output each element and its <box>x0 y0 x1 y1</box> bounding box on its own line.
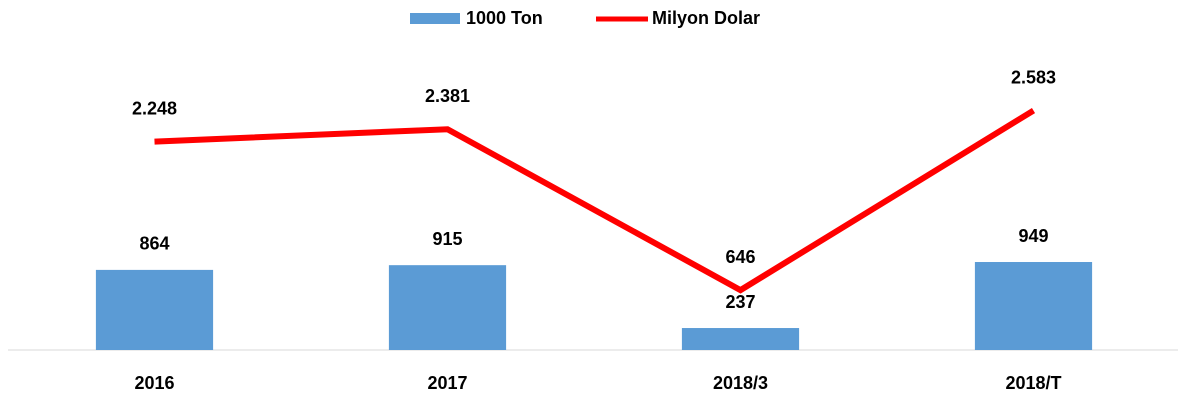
bar <box>95 269 214 350</box>
x-tick-label: 2018/3 <box>713 373 768 393</box>
data-label: 237 <box>725 292 755 312</box>
legend-label: 1000 Ton <box>466 8 543 28</box>
x-tick-label: 2017 <box>427 373 467 393</box>
bar <box>388 265 507 350</box>
bar <box>974 262 1093 350</box>
data-label: 646 <box>725 247 755 267</box>
line <box>154 107 1036 294</box>
data-label: 2.248 <box>132 98 177 118</box>
legend-label: Milyon Dolar <box>652 8 760 28</box>
data-label: 915 <box>432 229 462 249</box>
legend-swatch <box>410 13 460 24</box>
x-tick-label: 2018/T <box>1005 373 1061 393</box>
x-tick-label: 2016 <box>134 373 174 393</box>
data-label: 2.381 <box>425 86 470 106</box>
data-label: 864 <box>139 234 169 254</box>
bar <box>681 328 800 350</box>
data-label: 2.583 <box>1011 67 1056 87</box>
data-label: 949 <box>1018 226 1048 246</box>
